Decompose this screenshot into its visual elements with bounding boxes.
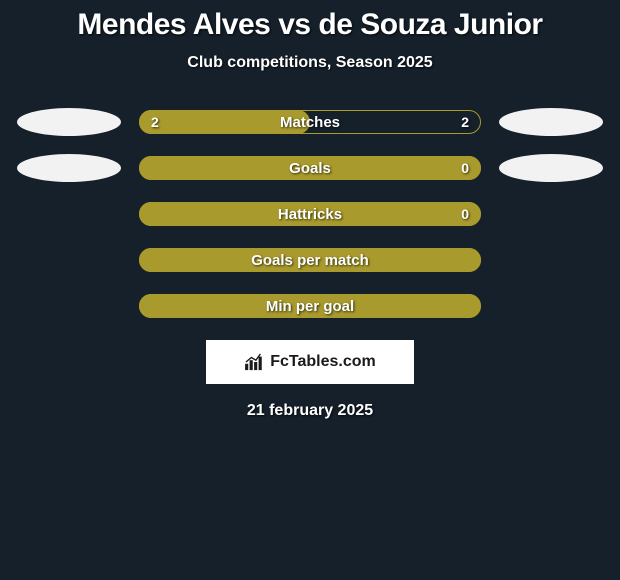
stat-row: Hattricks0 <box>0 202 620 226</box>
right-value: 2 <box>461 110 469 134</box>
stat-row: Goals per match <box>0 248 620 272</box>
stat-label: Goals <box>139 156 481 180</box>
stat-bar: Goals0 <box>139 156 481 180</box>
right-value: 0 <box>461 156 469 180</box>
player-right-ellipse <box>499 154 603 182</box>
stat-bar: Matches2 2 <box>139 110 481 134</box>
stat-rows: Matches22Goals0Hattricks0Goals per match… <box>0 110 620 318</box>
player-left-ellipse <box>17 154 121 182</box>
brand-badge: FcTables.com <box>206 340 414 384</box>
brand-text: FcTables.com <box>270 353 376 371</box>
left-value: 2 <box>151 110 159 134</box>
stat-row: Min per goal <box>0 294 620 318</box>
right-value: 0 <box>461 202 469 226</box>
player-right-ellipse <box>499 108 603 136</box>
date-label: 21 february 2025 <box>0 402 620 420</box>
stat-label: Goals per match <box>139 248 481 272</box>
chart-bars-icon <box>244 353 266 371</box>
stat-row: Matches2 2 <box>0 110 620 134</box>
subtitle: Club competitions, Season 2025 <box>0 54 620 72</box>
comparison-chart: Mendes Alves vs de Souza Junior Club com… <box>0 0 620 420</box>
stat-label: Matches <box>139 110 481 134</box>
stat-label: Hattricks <box>139 202 481 226</box>
stat-row: Goals0 <box>0 156 620 180</box>
stat-bar: Goals per match <box>139 248 481 272</box>
stat-bar: Min per goal <box>139 294 481 318</box>
stat-bar: Hattricks0 <box>139 202 481 226</box>
player-left-ellipse <box>17 108 121 136</box>
stat-label: Min per goal <box>139 294 481 318</box>
page-title: Mendes Alves vs de Souza Junior <box>0 8 620 42</box>
